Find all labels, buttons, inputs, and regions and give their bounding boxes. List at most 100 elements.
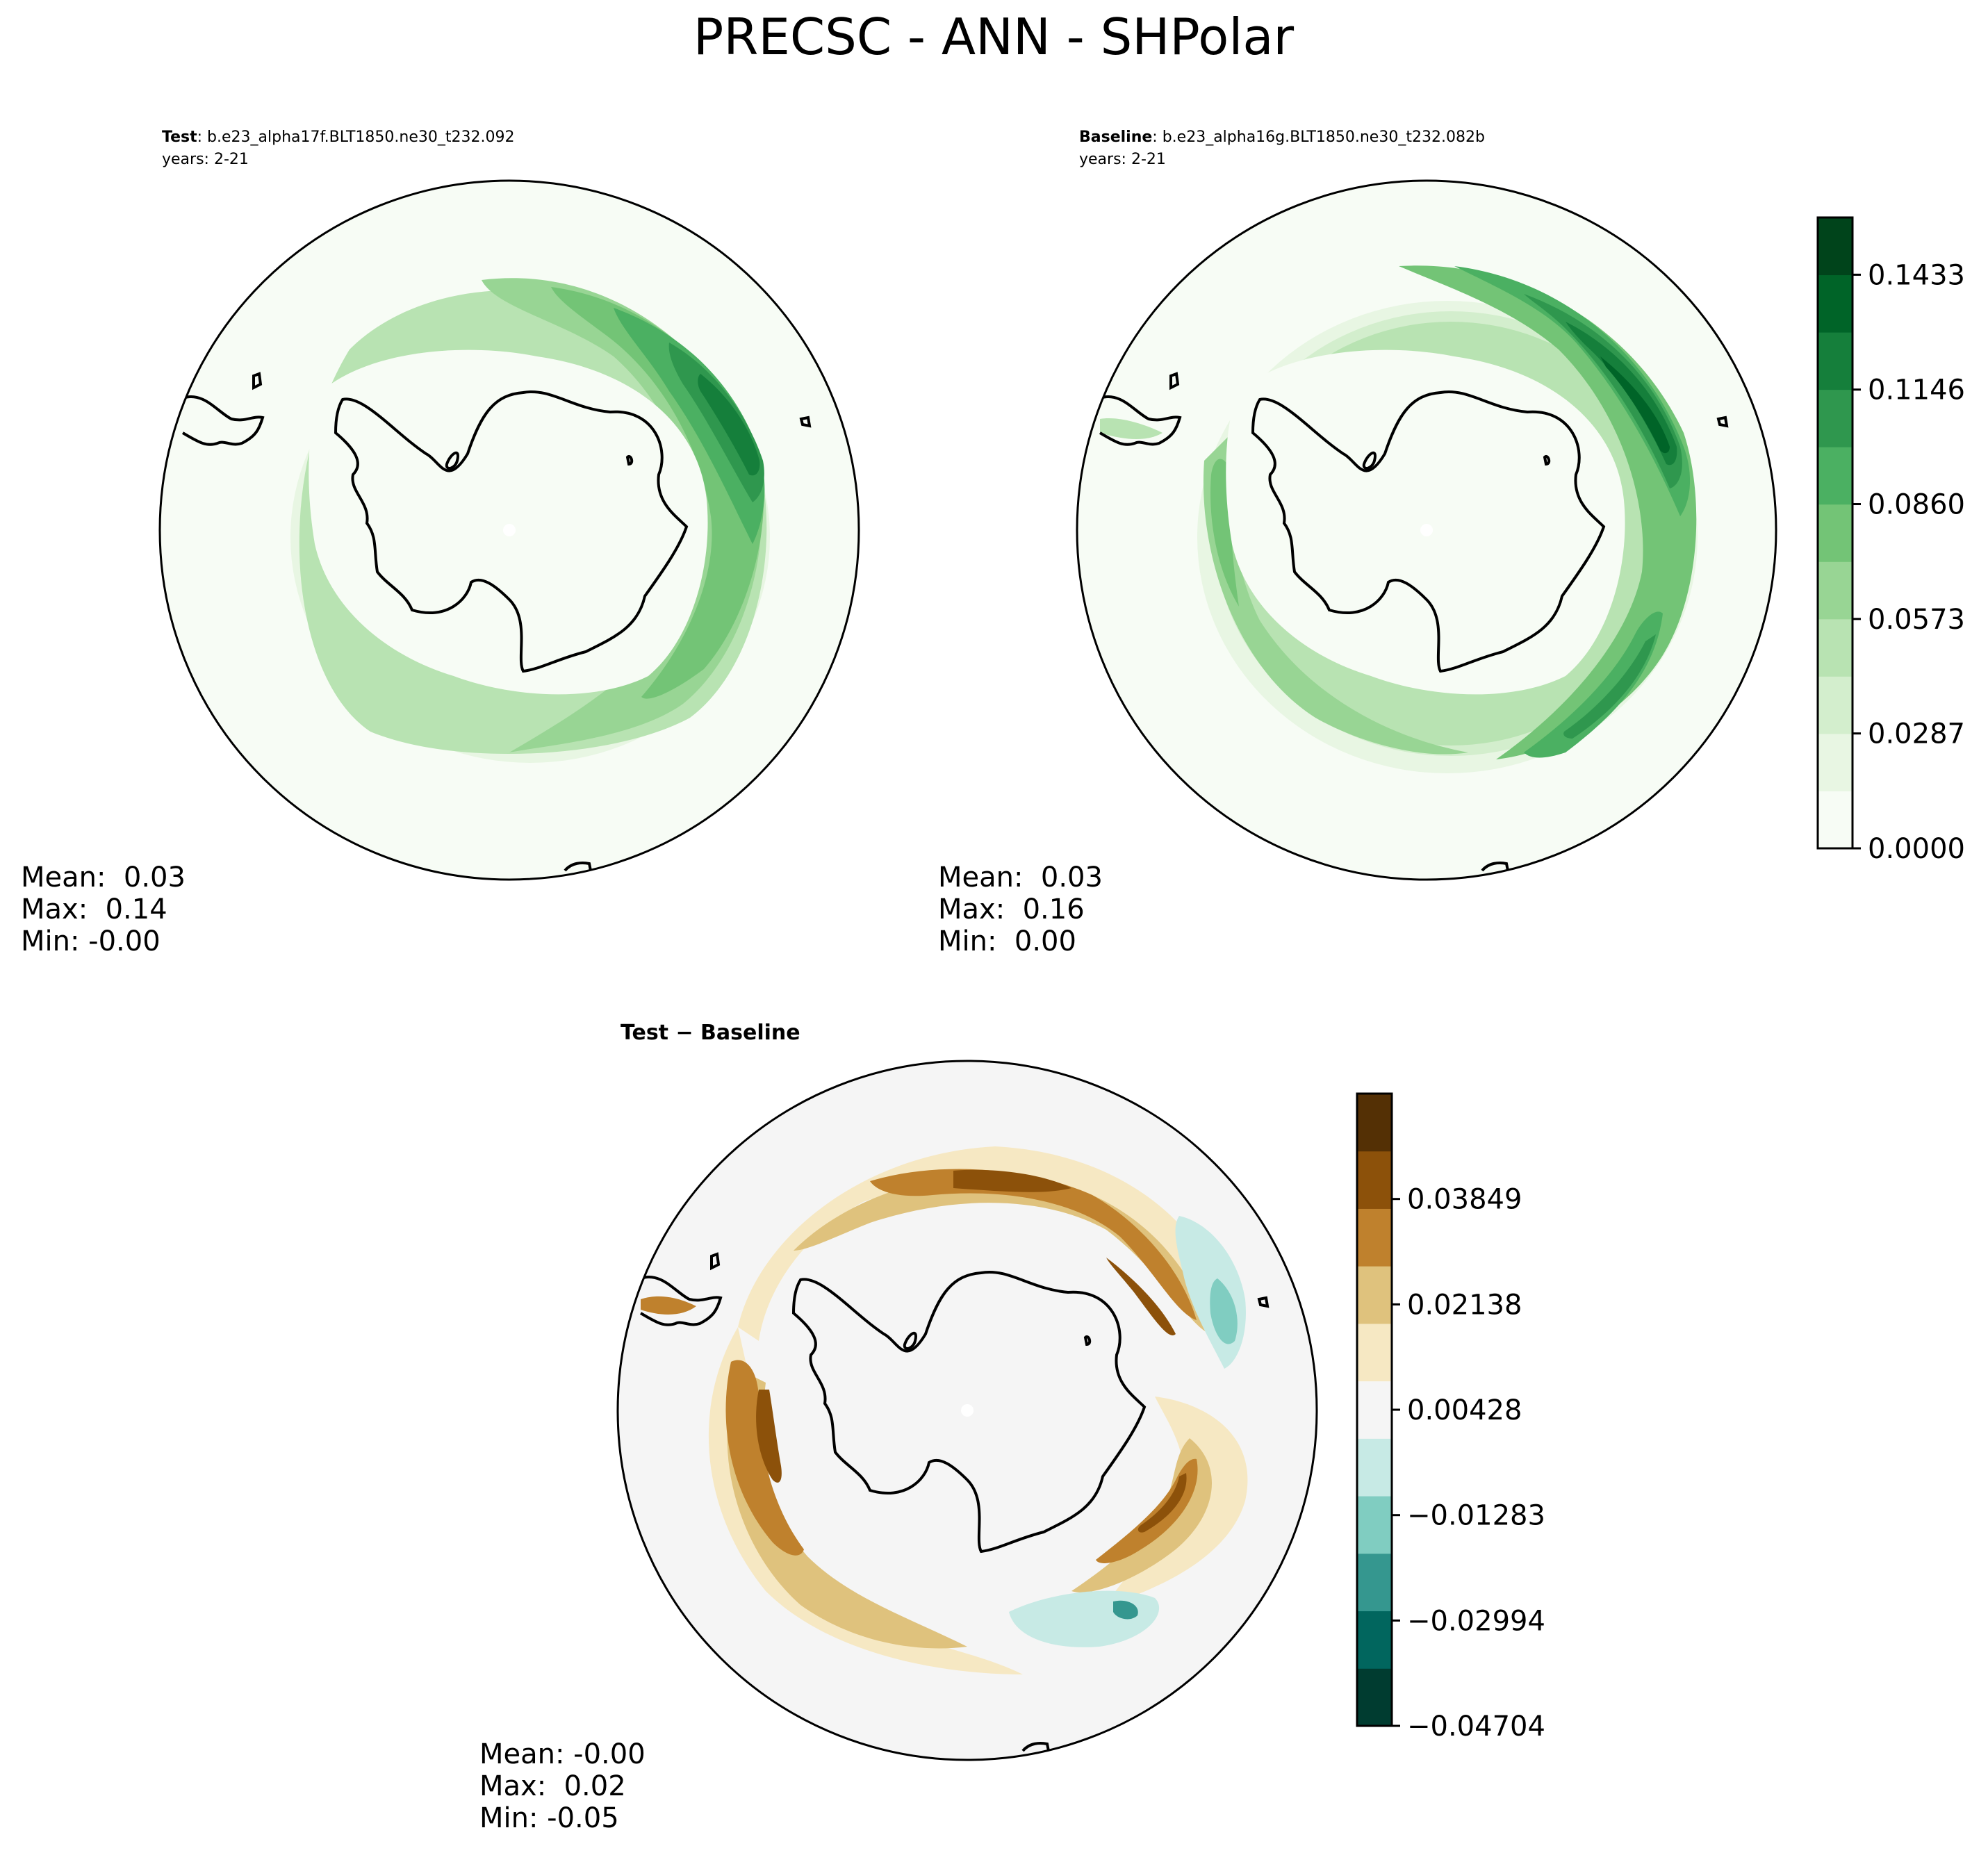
baseline-title-case: : b.e23_alpha16g.BLT1850.ne30_t232.082b: [1152, 129, 1485, 146]
diff-island-right: [1257, 1296, 1270, 1308]
diff-contour-neg-3-left: [725, 1360, 804, 1556]
brbg-colorbar-tick-label: −0.04704: [1407, 1711, 1545, 1743]
greens-colorbar-segment: [1818, 676, 1853, 734]
diff-island-left: [710, 1252, 721, 1271]
greens-colorbar-segment: [1818, 389, 1853, 447]
baseline-stat-max: Max: 0.16: [938, 893, 1085, 925]
test-nz-coastline: [564, 862, 593, 875]
diff-contour-neg-4-left: [756, 1390, 782, 1483]
test-title-case: : b.e23_alpha17f.BLT1850.ne30_t232.092: [197, 129, 515, 146]
brbg-colorbar-segment: [1357, 1553, 1392, 1612]
baseline-pole-point: [1420, 524, 1433, 536]
baseline-nz-coastline: [1481, 862, 1510, 875]
brbg-colorbar-segment: [1357, 1094, 1392, 1152]
diff-pole-point: [961, 1404, 974, 1417]
baseline-contour-band-8b: [1563, 634, 1656, 739]
brbg-colorbar-tick-label: −0.01283: [1407, 1500, 1545, 1532]
greens-colorbar-tick-label: 0.1146: [1868, 374, 1965, 406]
test-stat-min: Min: -0.00: [21, 925, 161, 957]
test-title-line: Test: b.e23_alpha17f.BLT1850.ne30_t232.0…: [162, 129, 514, 146]
figure-title: PRECSC - ANN - SHPolar: [693, 8, 1295, 66]
baseline-contour-band-7b: [1524, 611, 1663, 758]
baseline-island-right: [1716, 415, 1729, 428]
brbg-colorbar-segment: [1357, 1611, 1392, 1669]
brbg-colorbar-tick-label: 0.00428: [1407, 1394, 1522, 1426]
baseline-contour-band-10: [1600, 356, 1670, 454]
diff-contour-neg-3-upper: [870, 1169, 1197, 1320]
greens-colorbar-tick-label: 0.0000: [1868, 833, 1965, 865]
baseline-interior: [1226, 349, 1625, 695]
greens-colorbar-tick-label: 0.0287: [1868, 718, 1965, 750]
brbg-colorbar-segment: [1357, 1668, 1392, 1727]
greens-colorbar-segment: [1818, 332, 1853, 390]
test-stat-mean: Mean: 0.03: [21, 862, 186, 893]
diff-contour-neg-2-right: [1071, 1438, 1213, 1592]
brbg-colorbar-tick-label: −0.02994: [1407, 1605, 1545, 1637]
test-island-right: [799, 415, 812, 428]
greens-colorbar-segment: [1818, 274, 1853, 333]
diff-map-boundary: [616, 1060, 1318, 1761]
baseline-years: years: 2-21: [1079, 151, 1166, 168]
test-map: [160, 181, 859, 880]
greens-colorbar-tick-label: 0.0860: [1868, 489, 1965, 521]
diff-contour-neg-4-right: [1137, 1473, 1187, 1533]
test-pole-point: [503, 524, 516, 536]
test-contour-band-8: [698, 374, 760, 476]
diff-stat-mean: Mean: -0.00: [479, 1738, 646, 1770]
diff-contour-neg-1-right: [1106, 1397, 1248, 1605]
greens-colorbar-segment: [1818, 217, 1853, 276]
diff-title: Test − Baseline: [621, 1021, 800, 1045]
diff-stat-min: Min: -0.05: [479, 1802, 619, 1834]
baseline-contour-band-4: [1203, 433, 1468, 755]
test-interior: [309, 349, 708, 695]
baseline-stat-min: Min: 0.00: [938, 925, 1076, 957]
greens-colorbar-segment: [1818, 791, 1853, 849]
brbg-colorbar-segment: [1357, 1208, 1392, 1267]
baseline-contour-band-8: [1524, 294, 1682, 488]
greens-colorbar-segment: [1818, 618, 1853, 677]
diff-contour-neg-1-upper: [738, 1146, 1231, 1341]
test-stat-max: Max: 0.14: [21, 893, 167, 925]
diff-map: [618, 1061, 1317, 1760]
greens-colorbar-frame: [1816, 216, 1854, 850]
greens-colorbar-segment: [1818, 447, 1853, 505]
baseline-map-boundary: [1076, 179, 1777, 881]
brbg-colorbar-segment: [1357, 1323, 1392, 1382]
baseline-contour-band-9: [1566, 322, 1677, 466]
diff-interior: [784, 1248, 1152, 1558]
baseline-stat-mean: Mean: 0.03: [938, 862, 1103, 893]
diff-sa-shading: [641, 1296, 696, 1315]
baseline-map: [1077, 181, 1776, 880]
diff-contour-pos-2-east: [1210, 1278, 1238, 1344]
diff-nz-coastline: [1021, 1742, 1051, 1755]
greens-colorbar: 0.1433 0.1146 0.0860 0.0573 0.0287 0.0000: [1816, 216, 1965, 865]
test-title-bold: Test: [162, 129, 197, 146]
brbg-colorbar-segment: [1357, 1381, 1392, 1439]
greens-colorbar-segment: [1818, 733, 1853, 791]
brbg-colorbar-segment: [1357, 1266, 1392, 1324]
brbg-colorbar-segment: [1357, 1438, 1392, 1497]
greens-colorbar-segment: [1818, 561, 1853, 620]
panel-baseline: Baseline: b.e23_alpha16g.BLT1850.ne30_t2…: [938, 129, 1965, 957]
diff-stat-max: Max: 0.02: [479, 1770, 626, 1802]
test-contour-band-7: [668, 343, 764, 502]
brbg-colorbar-segment: [1357, 1496, 1392, 1554]
brbg-colorbar-tick-label: 0.03849: [1407, 1184, 1522, 1216]
diff-contour-pos-2-south: [1113, 1600, 1138, 1620]
diff-contour-neg-3-right: [1096, 1458, 1198, 1563]
brbg-colorbar-segment: [1357, 1151, 1392, 1209]
diff-contour-neg-2-left: [727, 1369, 967, 1649]
test-island-left: [252, 372, 263, 390]
diff-contour-neg-4-upper: [953, 1169, 1176, 1335]
test-map-boundary: [158, 179, 860, 881]
baseline-sa-shading: [1100, 418, 1163, 439]
greens-colorbar-tick-label: 0.1433: [1868, 259, 1965, 291]
greens-colorbar-tick-label: 0.0573: [1868, 604, 1965, 636]
greens-colorbar-segment: [1818, 504, 1853, 562]
panel-difference: Test − Baseline: [479, 1021, 1545, 1834]
brbg-colorbar-tick-label: 0.02138: [1407, 1289, 1522, 1321]
test-contour-band-6: [614, 308, 765, 544]
baseline-title-line: Baseline: b.e23_alpha16g.BLT1850.ne30_t2…: [1079, 129, 1485, 146]
test-years: years: 2-21: [162, 151, 249, 168]
brbg-colorbar: 0.03849 0.02138 0.00428 −0.01283 −0.02994 −0.…: [1356, 1092, 1545, 1743]
